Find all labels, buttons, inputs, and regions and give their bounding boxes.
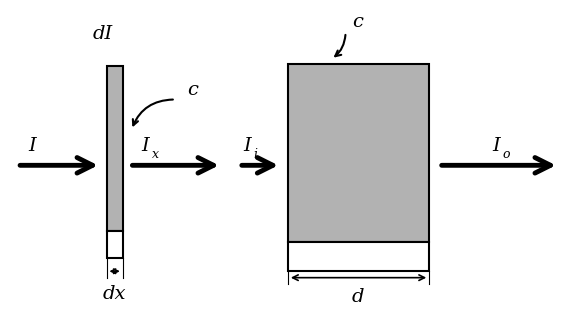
Text: I: I <box>28 137 36 155</box>
Text: x: x <box>151 148 158 160</box>
Bar <box>107 66 123 231</box>
Text: o: o <box>503 148 510 160</box>
Text: dx: dx <box>103 285 126 303</box>
Text: d: d <box>352 288 365 306</box>
Text: dI: dI <box>92 25 113 43</box>
Bar <box>288 64 429 242</box>
Text: c: c <box>352 13 362 31</box>
Bar <box>288 242 429 271</box>
Text: I: I <box>141 137 149 155</box>
Text: i: i <box>253 148 257 160</box>
Text: I: I <box>492 137 500 155</box>
Text: I: I <box>243 137 251 155</box>
Text: c: c <box>188 81 198 99</box>
Bar <box>107 231 123 258</box>
